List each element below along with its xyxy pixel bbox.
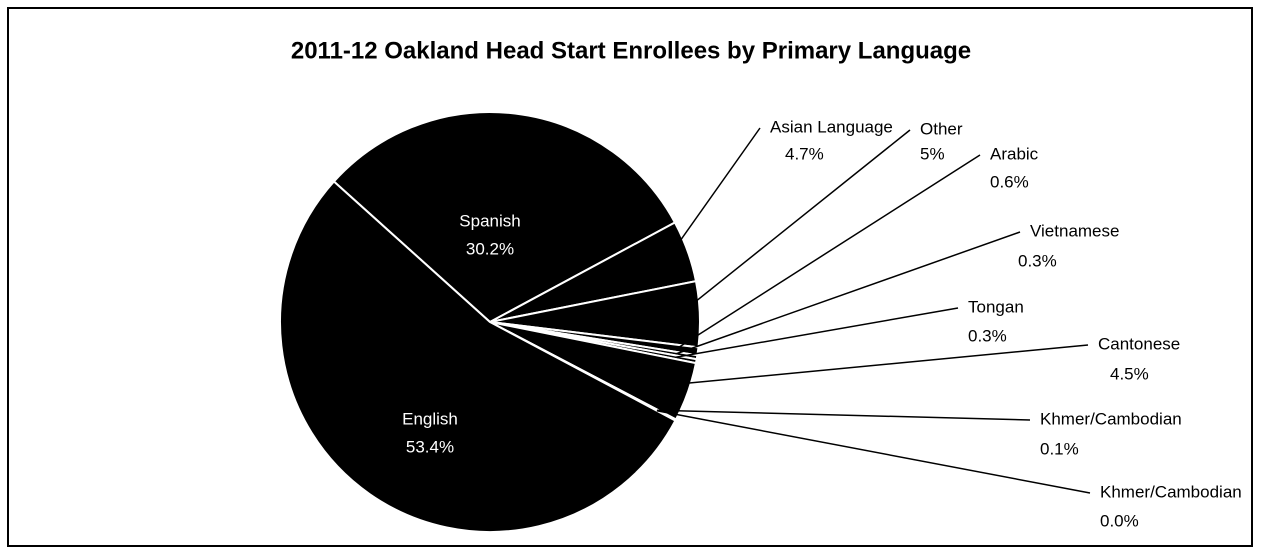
chart-title: 2011-12 Oakland Head Start Enrollees by …: [291, 37, 971, 64]
leader-line: [667, 127, 761, 259]
slice-name: Khmer/Cambodian: [1100, 482, 1242, 501]
leader-line: [668, 344, 1089, 386]
slice-value: 53.4%: [406, 437, 454, 456]
pie-slice: [332, 111, 677, 324]
slice-name: Other: [920, 119, 963, 138]
slice-name: Khmer/Cambodian: [1040, 409, 1182, 428]
leader-line: [656, 410, 1091, 494]
slice-name: Spanish: [459, 211, 520, 230]
slice-name: Asian Language: [770, 117, 893, 136]
slice-value: 0.0%: [1100, 511, 1139, 530]
slice-value: 4.5%: [1110, 364, 1149, 383]
slice-value: 0.6%: [990, 172, 1029, 191]
slice-value: 5%: [920, 144, 945, 163]
slice-name: Tongan: [968, 297, 1024, 316]
leader-line: [657, 409, 1031, 421]
slice-name: Vietnamese: [1030, 221, 1119, 240]
slice-value: 30.2%: [466, 239, 514, 258]
leader-line: [676, 154, 981, 350]
pie-slice: [279, 180, 677, 533]
slice-value: 4.7%: [785, 144, 824, 163]
leader-line: [678, 129, 911, 316]
slice-name: Arabic: [990, 144, 1039, 163]
leader-line: [676, 231, 1021, 355]
slice-value: 0.3%: [1018, 251, 1057, 270]
leader-line: [675, 307, 959, 359]
slice-value: 0.1%: [1040, 439, 1079, 458]
slice-name: Cantonese: [1098, 334, 1180, 353]
slice-name: English: [402, 409, 458, 428]
slice-value: 0.3%: [968, 326, 1007, 345]
